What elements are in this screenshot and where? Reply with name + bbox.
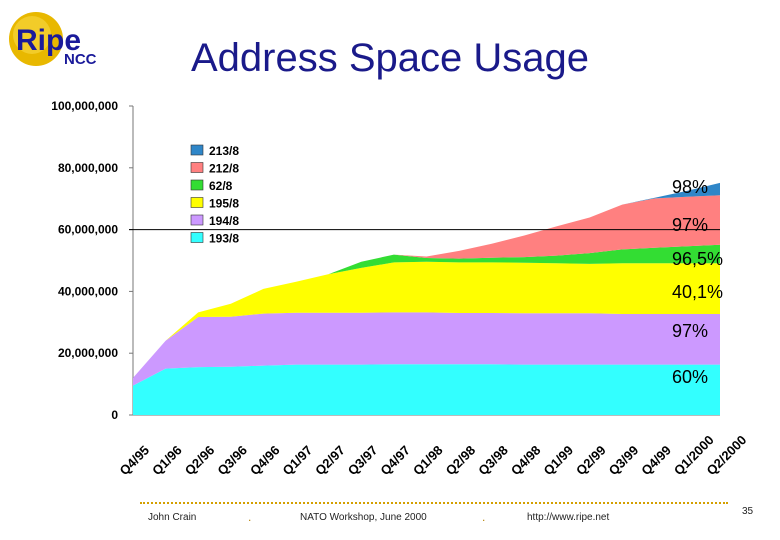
area-series-212-8 [133, 195, 720, 378]
legend-swatch [190, 197, 204, 208]
legend-swatch [190, 144, 204, 156]
percentage-annotation: 40,1% [672, 282, 723, 302]
x-tick-label: Q4/98 [508, 442, 544, 478]
legend-swatch [190, 232, 204, 243]
y-tick-label: 20,000,000 [58, 346, 118, 360]
x-tick-label: Q2/96 [182, 442, 218, 478]
percentage-annotation: 97% [672, 215, 708, 235]
x-tick-label: Q1/99 [540, 442, 576, 478]
address-space-chart: 0 20,000,000 40,000,000 60,000,000 80,000,00… [51, 99, 749, 478]
legend-label: 62/8 [209, 179, 233, 193]
slide-title: Address Space Usage [190, 36, 589, 80]
x-tick-label: Q1/97 [280, 442, 316, 478]
logo-main-text: Ripe [16, 24, 81, 57]
legend-label: 212/8 [209, 162, 239, 176]
x-tick-label: Q4/99 [638, 442, 674, 478]
y-tick-label: 100,000,000 [51, 99, 118, 113]
legend-label: 213/8 [209, 144, 239, 158]
y-tick-label: 40,000,000 [58, 284, 118, 298]
area-series-194-8 [133, 312, 720, 386]
percentage-annotation: 96,5% [672, 249, 723, 269]
ripe-ncc-logo: Ripe NCC [9, 12, 97, 68]
area-series-62-8 [133, 244, 720, 378]
x-tick-label: Q1/98 [410, 442, 446, 478]
logo-sub-text: NCC [64, 51, 97, 68]
x-tick-label: Q3/98 [475, 442, 511, 478]
legend-swatch [190, 179, 204, 191]
percentage-annotation: 98% [672, 177, 708, 197]
footer-url[interactable]: http://www.ripe.net [527, 512, 610, 523]
legend-swatch [190, 214, 204, 226]
legend-label: 193/8 [209, 232, 239, 246]
x-tick-label: Q3/99 [606, 442, 642, 478]
x-tick-label: Q2/97 [312, 442, 348, 478]
y-tick-label: 60,000,000 [58, 223, 118, 237]
x-tick-label: Q4/96 [247, 442, 283, 478]
x-tick-label: Q2/99 [573, 442, 609, 478]
footer-separator: . [248, 510, 252, 524]
footer-divider [140, 502, 728, 504]
page-number: 35 [742, 506, 754, 517]
legend-label: 195/8 [209, 197, 239, 211]
footer-event: NATO Workshop, June 2000 [300, 512, 427, 523]
y-tick-label: 80,000,000 [58, 161, 118, 175]
percentage-annotation: 97% [672, 321, 708, 341]
x-tick-label: Q1/96 [149, 442, 185, 478]
percentage-annotation: 60% [672, 367, 708, 387]
y-tick-label: 0 [111, 408, 118, 422]
area-series-193-8 [133, 364, 720, 415]
footer-author: John Crain [148, 512, 197, 523]
x-tick-label: Q3/96 [214, 442, 250, 478]
x-tick-label: Q4/95 [117, 442, 153, 478]
legend-label: 194/8 [209, 214, 239, 228]
x-tick-label: Q4/97 [377, 442, 413, 478]
area-series-195-8 [133, 261, 720, 378]
x-tick-label: Q2/98 [443, 442, 479, 478]
legend-swatch [190, 162, 204, 173]
x-tick-label: Q3/97 [345, 442, 381, 478]
footer-separator: . [482, 510, 486, 524]
